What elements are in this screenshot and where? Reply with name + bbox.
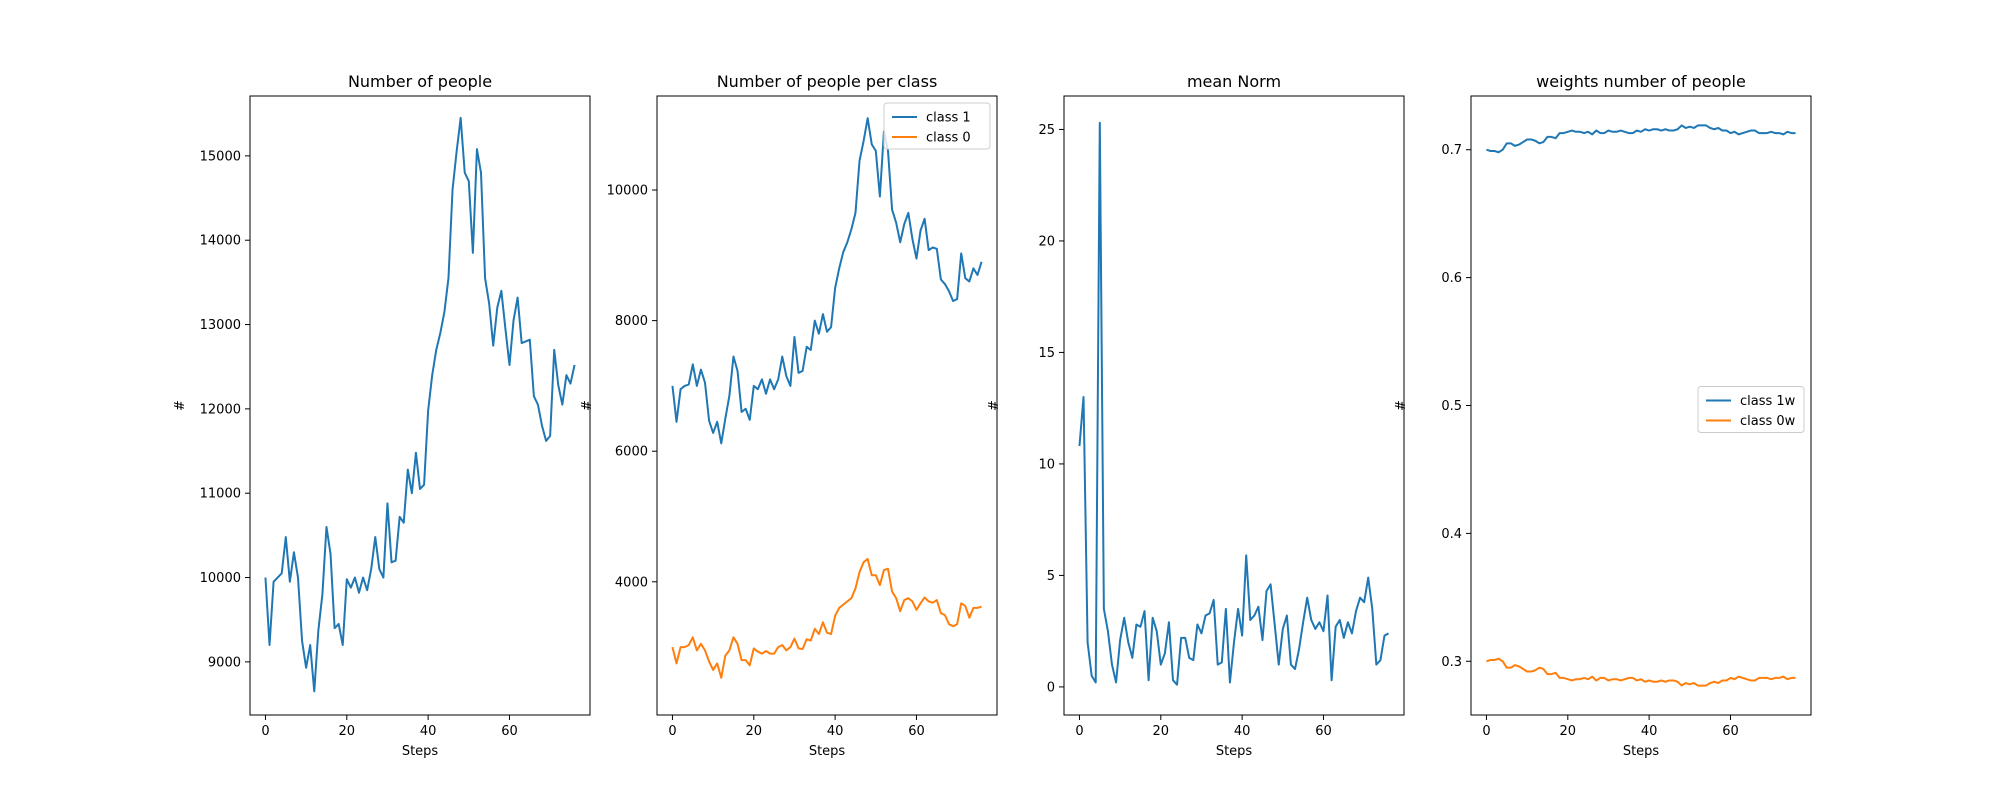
x-tick-label: 40 <box>420 724 437 739</box>
y-tick-label: 0.4 <box>1441 527 1462 542</box>
y-tick-label: 0 <box>1047 680 1055 695</box>
legend-label: class 1w <box>1740 394 1796 409</box>
legend-label: class 0 <box>926 131 971 146</box>
y-axis-label: # <box>580 400 595 411</box>
y-tick-label: 4000 <box>615 575 648 590</box>
x-axis-label: Steps <box>1623 744 1660 759</box>
x-axis-label: Steps <box>1216 744 1253 759</box>
y-tick-label: 11000 <box>200 487 241 502</box>
legend: class 1 class 0 <box>883 102 991 150</box>
y-axis-label: # <box>173 400 188 411</box>
legend-label: class 1 <box>926 111 971 126</box>
x-tick-label: 40 <box>827 724 844 739</box>
y-tick-label: 14000 <box>200 234 241 249</box>
x-tick-label: 20 <box>1560 724 1577 739</box>
x-axis-label: Steps <box>402 744 439 759</box>
x-tick-label: 60 <box>1722 724 1739 739</box>
chart-panel-1: 0 20 40 60 9000 10000 11000 12000 13000 14000 1500… <box>173 72 591 759</box>
x-tick-label: 60 <box>908 724 925 739</box>
y-tick-label: 9000 <box>208 655 241 670</box>
y-tick-label: 10000 <box>607 184 648 199</box>
y-tick-label: 25 <box>1038 123 1055 138</box>
x-tick-label: 40 <box>1234 724 1251 739</box>
x-tick-label: 0 <box>1075 724 1083 739</box>
x-tick-label: 60 <box>501 724 518 739</box>
series-line-1 <box>264 116 576 693</box>
series-line-1 <box>1078 121 1390 686</box>
y-tick-label: 10 <box>1038 457 1055 472</box>
y-tick-label: 15000 <box>200 149 241 164</box>
y-tick-label: 0.7 <box>1441 143 1462 158</box>
y-tick-label: 5 <box>1047 569 1055 584</box>
chart-title: weights number of people <box>1536 72 1746 91</box>
series-line-class-1w <box>1486 124 1796 154</box>
chart-panel-3: 0 20 40 60 0 5 10 15 20 25 mean Norm Steps # <box>987 72 1405 759</box>
y-tick-label: 0.5 <box>1441 399 1462 414</box>
x-tick-label: 20 <box>746 724 763 739</box>
series-line-class-1 <box>671 117 983 445</box>
chart-title: mean Norm <box>1187 72 1281 91</box>
series-line-class-0w <box>1486 657 1796 687</box>
x-tick-label: 20 <box>1153 724 1170 739</box>
y-tick-label: 0.3 <box>1441 655 1462 670</box>
chart-title: Number of people per class <box>717 72 938 91</box>
y-tick-label: 13000 <box>200 318 241 333</box>
axes-frame <box>656 95 998 716</box>
axes-frame <box>249 95 591 716</box>
chart-title: Number of people <box>348 72 492 91</box>
y-tick-label: 12000 <box>200 402 241 417</box>
y-tick-label: 6000 <box>615 445 648 460</box>
x-tick-label: 60 <box>1315 724 1332 739</box>
x-tick-label: 0 <box>1482 724 1490 739</box>
x-axis-label: Steps <box>809 744 846 759</box>
y-tick-label: 15 <box>1038 346 1055 361</box>
series-line-class-0 <box>671 557 982 679</box>
chart-panel-2: 0 20 40 60 4000 6000 8000 10000 Number of people… <box>580 72 998 759</box>
y-tick-label: 0.6 <box>1441 271 1462 286</box>
x-tick-label: 0 <box>261 724 269 739</box>
chart-panel-4: 0 20 40 60 0.3 0.4 0.5 0.6 0.7 weights number of … <box>1394 72 1812 759</box>
x-tick-label: 40 <box>1641 724 1658 739</box>
y-tick-label: 8000 <box>615 314 648 329</box>
x-tick-label: 0 <box>668 724 676 739</box>
y-tick-label: 10000 <box>200 571 241 586</box>
y-axis-label: # <box>1394 400 1409 411</box>
legend-label: class 0w <box>1740 414 1796 429</box>
axes-frame <box>1063 95 1405 716</box>
y-axis-label: # <box>987 400 1002 411</box>
y-tick-label: 20 <box>1038 234 1055 249</box>
legend: class 1w class 0w <box>1697 386 1805 433</box>
x-tick-label: 20 <box>339 724 356 739</box>
